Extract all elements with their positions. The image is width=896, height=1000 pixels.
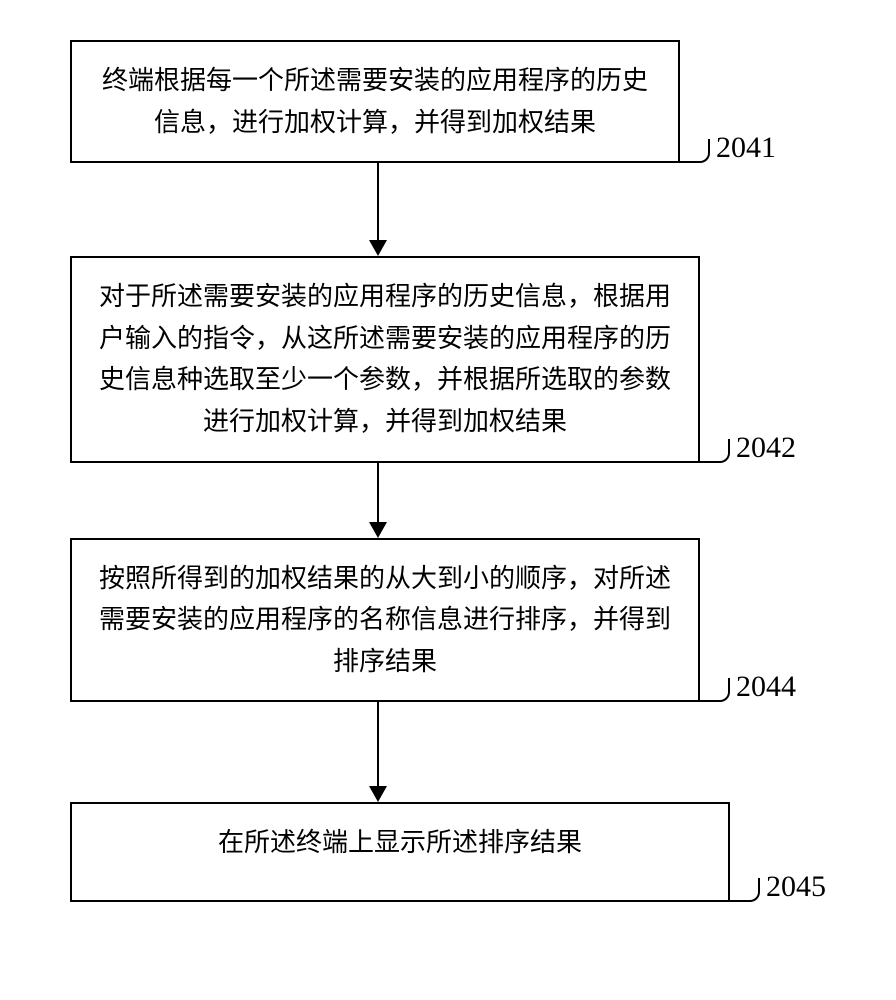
step-label: 2045 bbox=[766, 872, 826, 902]
flow-step-box: 按照所得到的加权结果的从大到小的顺序，对所述需要安装的应用程序的名称信息进行排序… bbox=[70, 538, 700, 703]
step-label: 2042 bbox=[736, 433, 796, 463]
arrow-head-icon bbox=[369, 522, 387, 538]
step-label-wrap: 2045 bbox=[730, 872, 826, 902]
arrow-down bbox=[0, 463, 776, 538]
label-connector bbox=[680, 139, 710, 163]
flowchart-container: 终端根据每一个所述需要安装的应用程序的历史信息，进行加权计算，并得到加权结果 2… bbox=[70, 40, 866, 902]
arrow-line bbox=[377, 702, 379, 787]
label-connector bbox=[730, 878, 760, 902]
arrow-down bbox=[0, 702, 776, 802]
flow-step-row: 按照所得到的加权结果的从大到小的顺序，对所述需要安装的应用程序的名称信息进行排序… bbox=[70, 538, 866, 703]
flow-step-row: 终端根据每一个所述需要安装的应用程序的历史信息，进行加权计算，并得到加权结果 2… bbox=[70, 40, 866, 163]
step-label: 2041 bbox=[716, 133, 776, 163]
step-label-wrap: 2041 bbox=[680, 133, 776, 163]
arrow-line bbox=[377, 163, 379, 241]
flow-step-box: 终端根据每一个所述需要安装的应用程序的历史信息，进行加权计算，并得到加权结果 bbox=[70, 40, 680, 163]
arrow-head-icon bbox=[369, 786, 387, 802]
label-connector bbox=[700, 678, 730, 702]
arrow-head-icon bbox=[369, 240, 387, 256]
flow-step-row: 在所述终端上显示所述排序结果 2045 bbox=[70, 802, 866, 902]
arrow-down bbox=[0, 163, 776, 256]
step-label: 2044 bbox=[736, 672, 796, 702]
flow-step-box: 在所述终端上显示所述排序结果 bbox=[70, 802, 730, 902]
flow-step-row: 对于所述需要安装的应用程序的历史信息，根据用户输入的指令，从这所述需要安装的应用… bbox=[70, 256, 866, 462]
label-connector bbox=[700, 439, 730, 463]
step-label-wrap: 2042 bbox=[700, 433, 796, 463]
arrow-line bbox=[377, 463, 379, 523]
step-label-wrap: 2044 bbox=[700, 672, 796, 702]
flow-step-box: 对于所述需要安装的应用程序的历史信息，根据用户输入的指令，从这所述需要安装的应用… bbox=[70, 256, 700, 462]
